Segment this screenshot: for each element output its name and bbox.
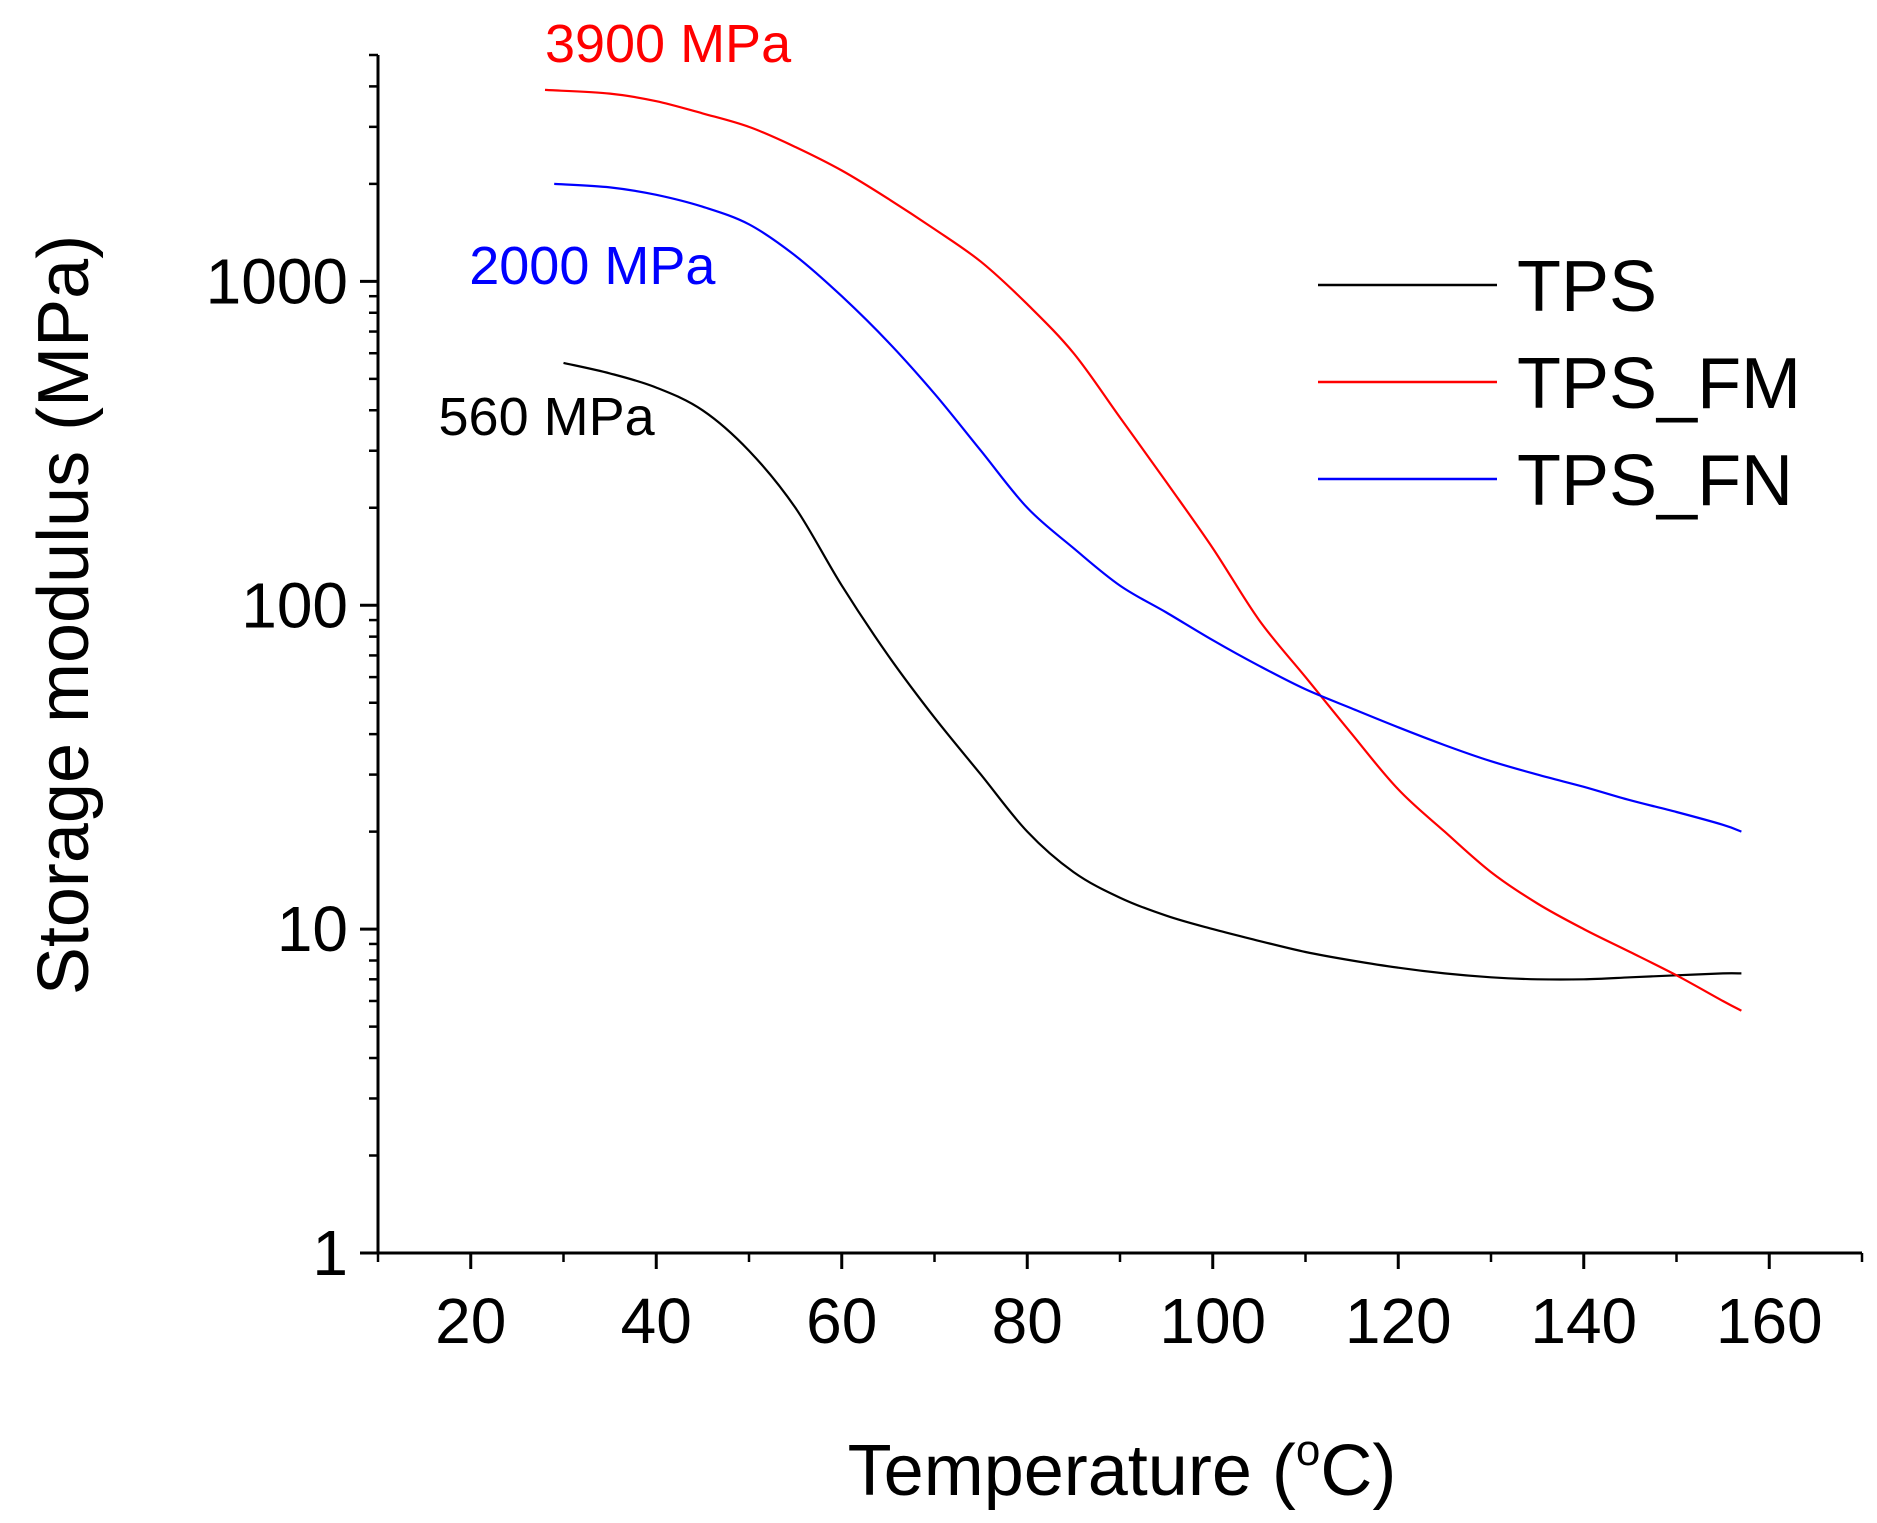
y-tick-label: 1000 — [206, 245, 348, 317]
x-tick-label: 20 — [435, 1285, 506, 1357]
x-tick-label: 40 — [621, 1285, 692, 1357]
series-line-tps — [563, 361, 1742, 981]
x-tick-label: 100 — [1159, 1285, 1266, 1357]
annotation-label: 2000 MPa — [469, 236, 716, 296]
x-ticks: 20 40 60 80 100 120 140 160 — [376, 1253, 1864, 1357]
x-tick-label: 160 — [1716, 1285, 1823, 1357]
x-tick-label: 140 — [1530, 1285, 1637, 1357]
x-axis-title-main: Temperature ( — [848, 1431, 1296, 1511]
y-axis-title: Storage modulus (MPa) — [24, 235, 104, 995]
legend-label: TPS — [1517, 247, 1657, 327]
y-tick-label: 1 — [312, 1217, 348, 1289]
x-tick-label: 60 — [806, 1285, 877, 1357]
x-tick-label: 120 — [1345, 1285, 1452, 1357]
series-layer — [544, 88, 1742, 1012]
x-tick-label: 80 — [992, 1285, 1063, 1357]
legend-label: TPS_FN — [1517, 441, 1793, 521]
x-axis-title-sup: o — [1296, 1426, 1320, 1475]
y-tick-label: 100 — [241, 569, 348, 641]
series-line-tps-fm — [544, 88, 1742, 1012]
annotation-label: 3900 MPa — [545, 14, 792, 74]
y-ticks: 1 10 100 1000 — [206, 53, 378, 1289]
annotation-label: 560 MPa — [439, 387, 656, 447]
annotations: 3900 MPa 2000 MPa 560 MPa — [439, 14, 793, 447]
x-axis-title: Temperature (oC) — [848, 1426, 1397, 1511]
y-tick-label: 10 — [277, 893, 348, 965]
axes — [376, 55, 1862, 1255]
legend: TPS TPS_FM TPS_FN — [1318, 247, 1801, 521]
series-line-tps-fn — [554, 182, 1742, 833]
x-axis-title-unit: C) — [1320, 1431, 1396, 1511]
legend-label: TPS_FM — [1517, 344, 1801, 424]
